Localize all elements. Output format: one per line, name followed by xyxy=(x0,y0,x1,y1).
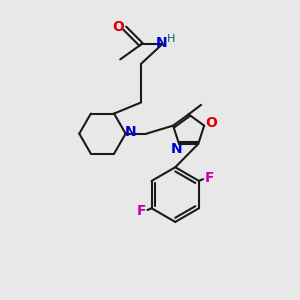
Text: O: O xyxy=(112,20,124,34)
Text: F: F xyxy=(205,171,214,185)
Text: N: N xyxy=(156,36,168,50)
Text: N: N xyxy=(124,125,136,139)
Text: H: H xyxy=(167,34,176,44)
Text: F: F xyxy=(136,204,146,218)
Text: N: N xyxy=(171,142,182,156)
Text: O: O xyxy=(205,116,217,130)
